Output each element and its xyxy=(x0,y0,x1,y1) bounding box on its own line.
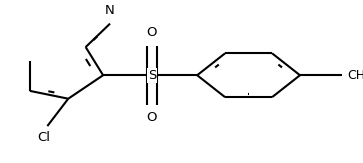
Text: N: N xyxy=(105,4,115,17)
Text: Cl: Cl xyxy=(37,131,50,144)
Text: O: O xyxy=(147,26,157,39)
Text: CH₃: CH₃ xyxy=(347,69,363,82)
Text: S: S xyxy=(148,69,156,82)
Text: O: O xyxy=(147,111,157,124)
